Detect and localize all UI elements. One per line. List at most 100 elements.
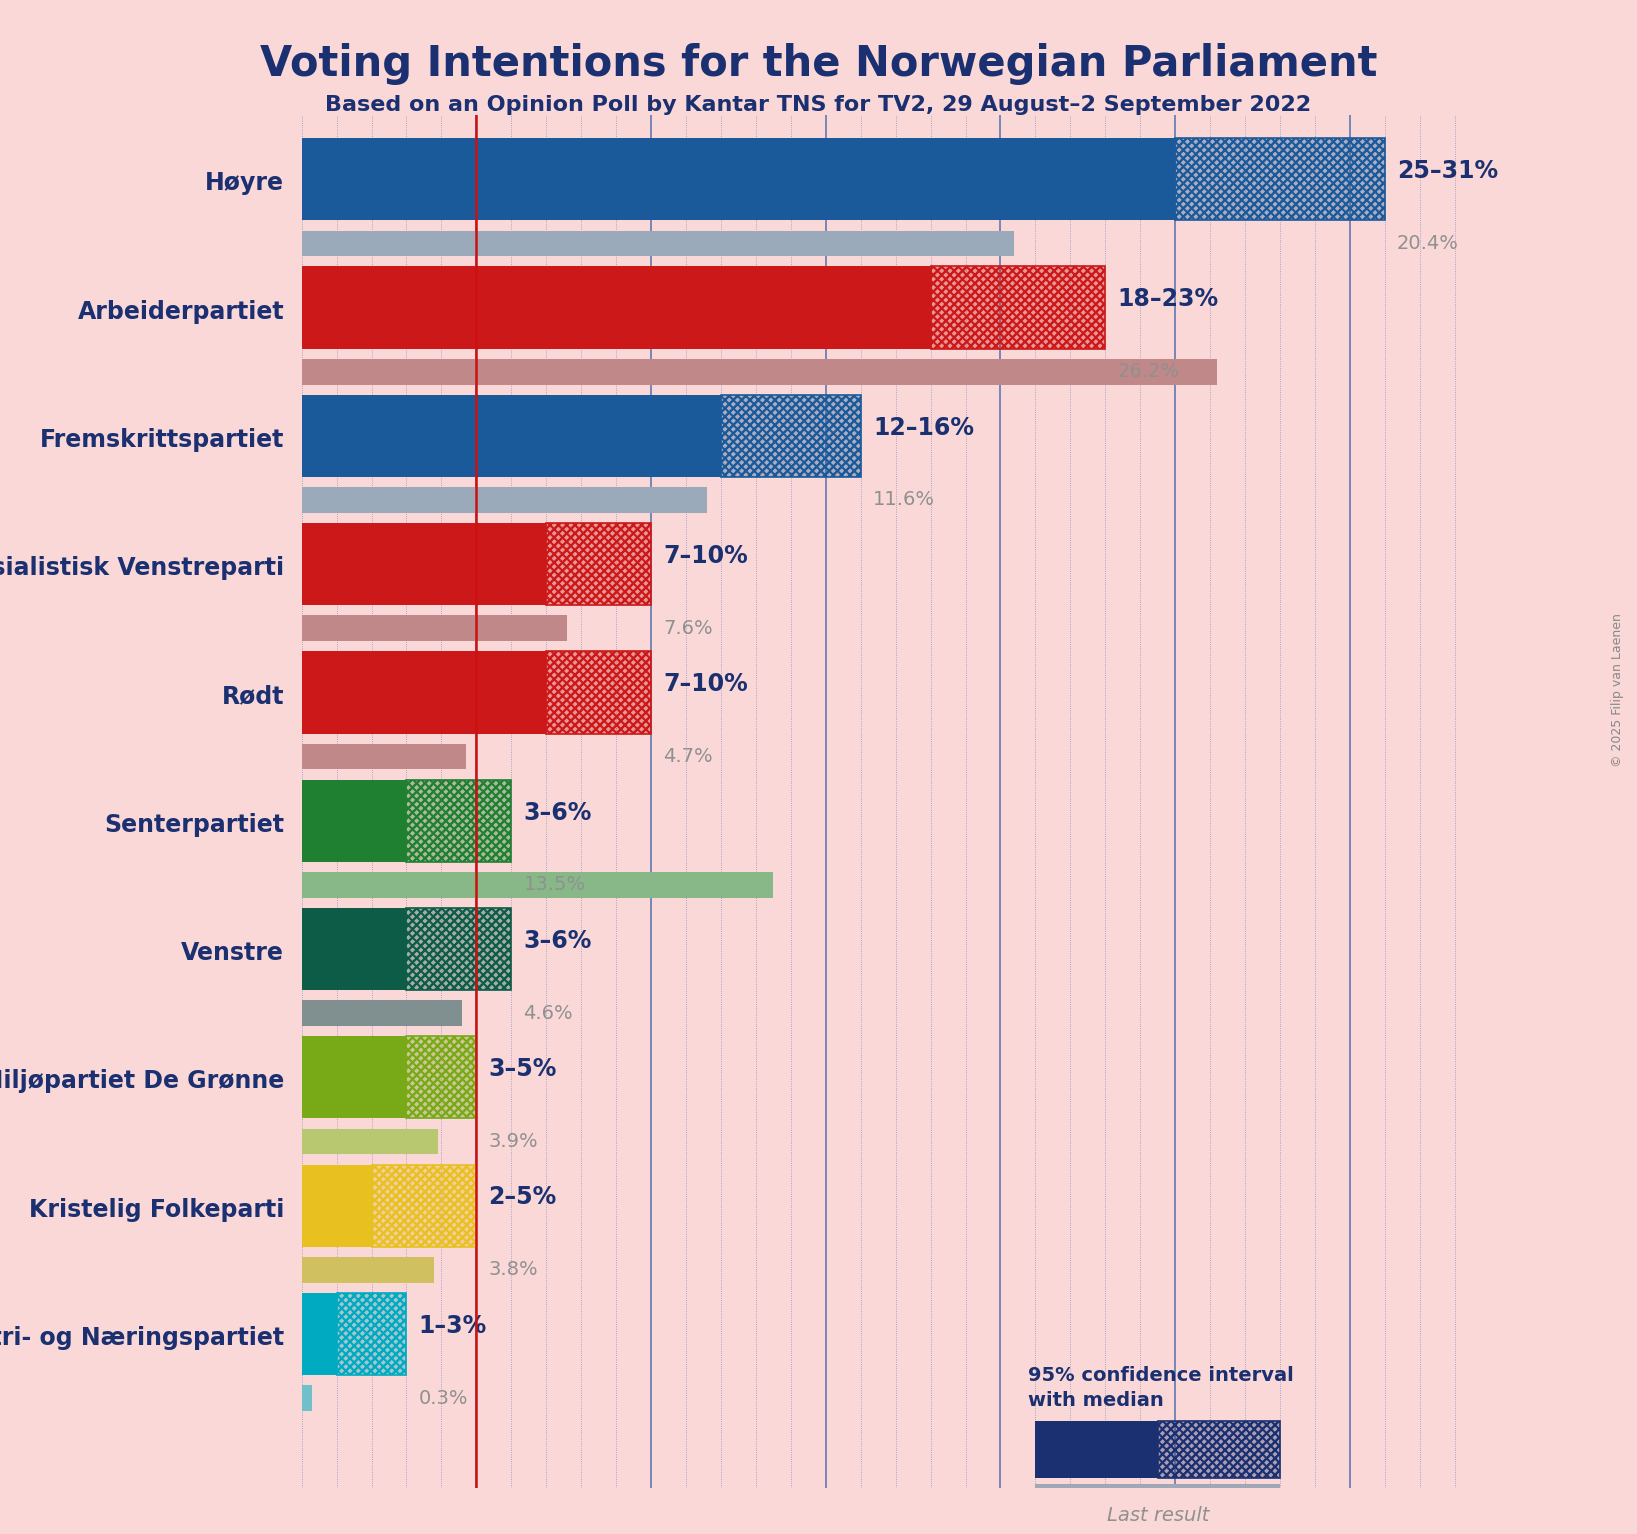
Bar bbox=[301, 1129, 439, 1155]
Text: 3–6%: 3–6% bbox=[524, 801, 593, 825]
Bar bbox=[930, 267, 1105, 348]
Bar bbox=[1157, 1422, 1280, 1477]
Bar bbox=[406, 1037, 476, 1118]
Bar bbox=[337, 1293, 406, 1374]
Bar bbox=[1175, 138, 1385, 221]
Text: 26.2%: 26.2% bbox=[1118, 362, 1180, 380]
Text: 4.7%: 4.7% bbox=[663, 747, 714, 765]
Bar bbox=[301, 230, 1015, 256]
Text: Høyre: Høyre bbox=[205, 172, 285, 195]
Bar bbox=[372, 1164, 476, 1247]
Text: Fremskrittspartiet: Fremskrittspartiet bbox=[39, 428, 285, 453]
Bar bbox=[301, 908, 406, 989]
Text: 13.5%: 13.5% bbox=[524, 876, 586, 894]
Bar bbox=[301, 1385, 313, 1411]
Text: 95% confidence interval
with median: 95% confidence interval with median bbox=[1028, 1365, 1295, 1410]
Bar bbox=[1157, 1422, 1280, 1477]
Text: © 2025 Filip van Laenen: © 2025 Filip van Laenen bbox=[1611, 614, 1624, 767]
Text: 0.3%: 0.3% bbox=[419, 1388, 468, 1408]
Text: 12–16%: 12–16% bbox=[873, 416, 974, 440]
Bar bbox=[547, 523, 652, 606]
Bar bbox=[930, 267, 1105, 348]
Bar bbox=[547, 523, 652, 606]
Bar bbox=[301, 267, 930, 348]
Bar bbox=[301, 523, 547, 606]
Text: Industri- og Næringspartiet: Industri- og Næringspartiet bbox=[0, 1325, 285, 1350]
Bar bbox=[301, 359, 1218, 385]
Text: 25–31%: 25–31% bbox=[1396, 160, 1498, 183]
Bar bbox=[301, 615, 566, 641]
Text: Last result: Last result bbox=[1107, 1506, 1208, 1525]
Bar bbox=[406, 1037, 476, 1118]
Bar bbox=[1036, 1483, 1280, 1502]
Bar bbox=[406, 1037, 476, 1118]
Text: 20.4%: 20.4% bbox=[1396, 233, 1459, 253]
Bar bbox=[337, 1293, 406, 1374]
Bar bbox=[720, 394, 861, 477]
Text: 4.6%: 4.6% bbox=[524, 1003, 573, 1023]
Bar bbox=[406, 779, 511, 862]
Bar bbox=[372, 1164, 476, 1247]
Text: 11.6%: 11.6% bbox=[873, 491, 935, 509]
Bar bbox=[301, 779, 406, 862]
Text: 7.6%: 7.6% bbox=[663, 618, 714, 638]
Text: 3.8%: 3.8% bbox=[488, 1261, 539, 1279]
Bar bbox=[301, 488, 707, 512]
Bar bbox=[337, 1293, 406, 1374]
Bar bbox=[406, 908, 511, 989]
Text: Sosialistisk Venstreparti: Sosialistisk Venstreparti bbox=[0, 557, 285, 580]
Bar bbox=[301, 652, 547, 733]
Bar bbox=[372, 1164, 476, 1247]
Bar bbox=[301, 394, 720, 477]
Bar bbox=[547, 652, 652, 733]
Bar bbox=[1036, 1422, 1157, 1477]
Bar bbox=[301, 1164, 372, 1247]
Text: 7–10%: 7–10% bbox=[663, 545, 748, 568]
Bar bbox=[301, 1293, 337, 1374]
Bar bbox=[406, 779, 511, 862]
Text: 2–5%: 2–5% bbox=[488, 1186, 557, 1209]
Bar bbox=[301, 873, 773, 897]
Bar bbox=[301, 744, 467, 770]
Bar bbox=[301, 138, 1175, 221]
Bar bbox=[930, 267, 1105, 348]
Bar bbox=[337, 1293, 406, 1374]
Text: Kristelig Folkeparti: Kristelig Folkeparti bbox=[29, 1198, 285, 1221]
Bar bbox=[547, 652, 652, 733]
Bar bbox=[406, 779, 511, 862]
Bar bbox=[1157, 1422, 1280, 1477]
Text: Based on an Opinion Poll by Kantar TNS for TV2, 29 August–2 September 2022: Based on an Opinion Poll by Kantar TNS f… bbox=[326, 95, 1311, 115]
Bar bbox=[301, 1256, 434, 1282]
Bar bbox=[547, 652, 652, 733]
Bar bbox=[406, 908, 511, 989]
Bar bbox=[720, 394, 861, 477]
Text: 3.9%: 3.9% bbox=[488, 1132, 539, 1150]
Bar bbox=[720, 394, 861, 477]
Text: 3–6%: 3–6% bbox=[524, 930, 593, 953]
Text: 1–3%: 1–3% bbox=[419, 1313, 486, 1338]
Bar bbox=[1157, 1422, 1280, 1477]
Text: Rødt: Rødt bbox=[221, 684, 285, 709]
Text: Miljøpartiet De Grønne: Miljøpartiet De Grønne bbox=[0, 1069, 285, 1094]
Bar bbox=[406, 1037, 476, 1118]
Bar bbox=[547, 523, 652, 606]
Bar bbox=[301, 1037, 406, 1118]
Text: Arbeiderpartiet: Arbeiderpartiet bbox=[77, 299, 285, 324]
Bar bbox=[930, 267, 1105, 348]
Bar bbox=[1175, 138, 1385, 221]
Text: Venstre: Venstre bbox=[182, 942, 285, 965]
Text: Senterpartiet: Senterpartiet bbox=[105, 813, 285, 838]
Text: 3–5%: 3–5% bbox=[488, 1057, 557, 1081]
Bar bbox=[301, 1000, 462, 1026]
Bar bbox=[372, 1164, 476, 1247]
Bar bbox=[1175, 138, 1385, 221]
Bar bbox=[1175, 138, 1385, 221]
Bar bbox=[720, 394, 861, 477]
Text: 18–23%: 18–23% bbox=[1118, 287, 1218, 311]
Text: Voting Intentions for the Norwegian Parliament: Voting Intentions for the Norwegian Parl… bbox=[260, 43, 1377, 84]
Bar bbox=[547, 523, 652, 606]
Bar bbox=[406, 908, 511, 989]
Bar bbox=[406, 908, 511, 989]
Bar bbox=[547, 652, 652, 733]
Bar bbox=[406, 779, 511, 862]
